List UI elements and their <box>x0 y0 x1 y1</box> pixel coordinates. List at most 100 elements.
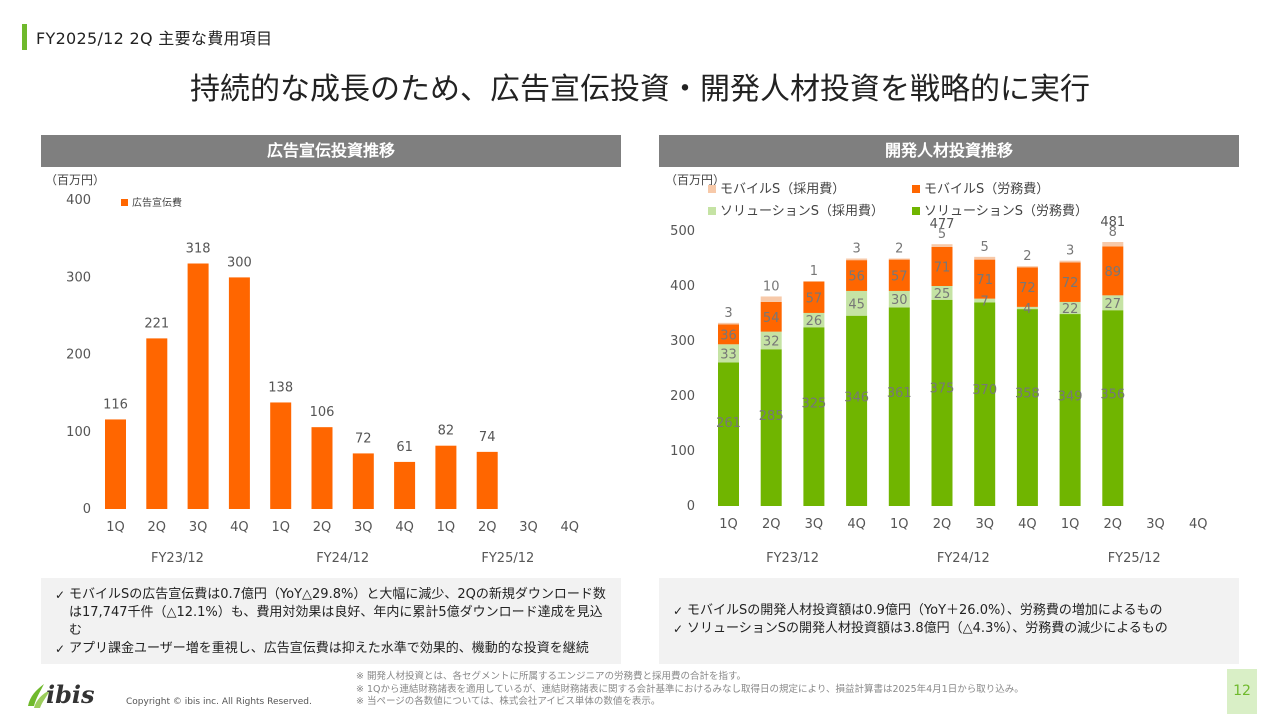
bar-segment-2 <box>1059 262 1081 302</box>
x-tick-label: 1Q <box>890 517 909 532</box>
x-group-label: FY24/12 <box>937 551 990 566</box>
bar-segment-2 <box>846 260 868 291</box>
right-notes: モバイルSの開発人材投資額は0.9億円（YoY＋26.0%）、労務費の増加による… <box>659 578 1239 664</box>
bar-ad-spend <box>352 453 374 509</box>
x-tick-label: 4Q <box>395 520 414 535</box>
x-group-label: FY23/12 <box>766 551 819 566</box>
data-label: 318 <box>186 242 211 257</box>
bar-segment-1 <box>1016 306 1038 310</box>
y-tick-label: 400 <box>670 279 695 294</box>
data-label: 54 <box>763 311 780 326</box>
footnote-1: ※ 開発人材投資とは、各セグメントに所属するエンジニアの労務費と採用費の合計を指… <box>356 671 747 682</box>
bar-ad-spend <box>435 445 457 509</box>
x-group-label: FY25/12 <box>481 551 534 566</box>
ad-spend-chart: （百万円） 0 100 200 300 400 広告宣伝費 116 1Q 221 2Q 318 3Q 30… <box>45 173 579 566</box>
bar-segment-2 <box>974 259 996 299</box>
data-label: 57 <box>806 291 823 306</box>
y-tick-label: 300 <box>670 334 695 349</box>
x-group-label: FY23/12 <box>151 551 204 566</box>
ibis-logo-icon <box>28 684 50 708</box>
data-label: 71 <box>976 273 993 288</box>
data-label: 356 <box>1100 387 1125 402</box>
x-group-label: FY25/12 <box>1108 551 1161 566</box>
x-tick-label: 4Q <box>230 520 249 535</box>
bar-segment-2 <box>803 281 825 313</box>
bar-ad-spend <box>105 419 126 509</box>
data-label: 36 <box>720 328 737 343</box>
bar-segment-3 <box>846 258 868 261</box>
bar-segment-0 <box>803 327 825 506</box>
dev-investment-chart: （百万円） 0 100 200 300 400 500 モバイルS（採用費） モバイルS（労務費… <box>665 173 1208 566</box>
bar-segment-0 <box>846 315 868 506</box>
data-label: 358 <box>1015 387 1040 402</box>
copyright: Copyright © ibis inc. All Rights Reserve… <box>126 697 312 707</box>
bar-segment-3 <box>1016 266 1038 268</box>
y-tick-label: 400 <box>66 193 91 208</box>
legend-label: モバイルS（採用費） <box>720 182 845 197</box>
data-label: 1 <box>810 264 818 279</box>
bar-segment-2 <box>931 246 953 286</box>
bar-segment-0 <box>1016 309 1038 506</box>
bar-ad-spend <box>394 461 416 509</box>
x-tick-label: 4Q <box>847 517 866 532</box>
data-label: 261 <box>716 416 741 431</box>
x-tick-label: 3Q <box>189 520 208 535</box>
data-label: 61 <box>396 440 413 455</box>
x-tick-label: 1Q <box>106 520 125 535</box>
left-notes: モバイルSの広告宣伝費は0.7億円（YoY△29.8%）と大幅に減少、2Qの新規… <box>41 578 621 664</box>
bar-segment-1 <box>1059 301 1081 315</box>
bar-segment-2 <box>718 324 739 345</box>
legend-label: ソリューションS（労務費） <box>924 204 1088 219</box>
x-tick-label: 3Q <box>1146 517 1165 532</box>
right-panel-header: 開発人材投資推移 <box>659 135 1239 167</box>
right-note-2: ソリューションSの開発人材投資額は3.8億円（△4.3%）、労務費の減少によるも… <box>673 620 1227 638</box>
bar-ad-spend <box>311 427 333 509</box>
footnote-2: ※ 1Qから連結財務諸表を適用しているが、連結財務諸表に関する会計基準におけるみ… <box>356 683 1024 695</box>
data-label: 2 <box>895 242 903 257</box>
data-label: 26 <box>806 314 823 329</box>
bar-segment-3 <box>1059 260 1081 263</box>
bar-segment-0 <box>888 307 910 506</box>
data-label: 349 <box>1058 389 1083 404</box>
data-label: 346 <box>844 390 869 405</box>
data-label: 4 <box>1023 302 1031 317</box>
y-tick-label: 0 <box>687 499 695 514</box>
right-note-1: モバイルSの開発人材投資額は0.9億円（YoY＋26.0%）、労務費の増加による… <box>673 602 1227 620</box>
bar-ad-spend <box>146 338 168 509</box>
bar-segment-0 <box>718 362 739 506</box>
data-label: 375 <box>930 382 955 397</box>
y-tick-label: 200 <box>670 389 695 404</box>
bar-segment-1 <box>718 344 739 363</box>
left-note-1: モバイルSの広告宣伝費は0.7億円（YoY△29.8%）と大幅に減少、2Qの新規… <box>55 586 609 640</box>
y-tick-label: 100 <box>670 444 695 459</box>
bar-ad-spend <box>476 451 498 509</box>
x-tick-label: 2Q <box>762 517 781 532</box>
data-label: 82 <box>438 424 455 439</box>
data-label: 72 <box>355 431 372 446</box>
footnote-3: ※ 当ページの各数値については、株式会社アイビス単体の数値を表示。 <box>356 696 661 707</box>
x-group-label: FY24/12 <box>316 551 369 566</box>
total-label: 477 <box>930 217 955 232</box>
bar-segment-2 <box>1016 267 1038 307</box>
x-tick-label: 3Q <box>519 520 538 535</box>
bar-segment-3 <box>1102 242 1124 247</box>
bar-segment-1 <box>1102 295 1124 311</box>
bar-segment-0 <box>1102 310 1124 506</box>
legend-marker <box>912 207 920 215</box>
bar-segment-1 <box>846 290 868 316</box>
data-label: 300 <box>227 255 252 270</box>
x-tick-label: 4Q <box>1189 517 1208 532</box>
y-tick-label: 100 <box>66 425 91 440</box>
logo-text: ibis <box>46 680 95 709</box>
y-tick-label: 200 <box>66 348 91 363</box>
section-title: FY2025/12 2Q 主要な費用項目 <box>36 29 273 48</box>
data-label: 3 <box>852 242 860 257</box>
x-tick-label: 1Q <box>437 520 456 535</box>
bar-segment-1 <box>888 290 910 308</box>
x-tick-label: 2Q <box>313 520 332 535</box>
section-accent-bar <box>22 24 27 50</box>
legend-label: モバイルS（労務費） <box>924 182 1049 197</box>
data-label: 72 <box>1019 281 1036 296</box>
data-label: 116 <box>103 397 128 412</box>
data-label: 10 <box>763 279 780 294</box>
